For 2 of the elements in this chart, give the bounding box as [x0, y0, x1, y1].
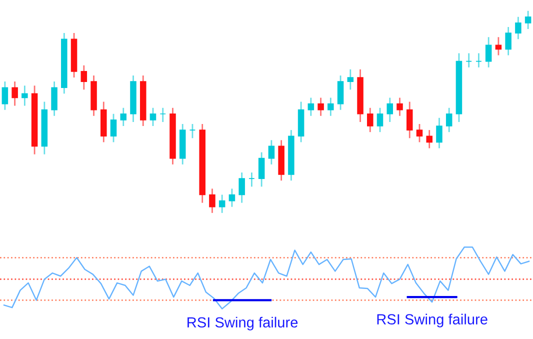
text: RSI Swing failure: [188, 316, 298, 330]
text: RSI Swing failure: [377, 314, 488, 328]
